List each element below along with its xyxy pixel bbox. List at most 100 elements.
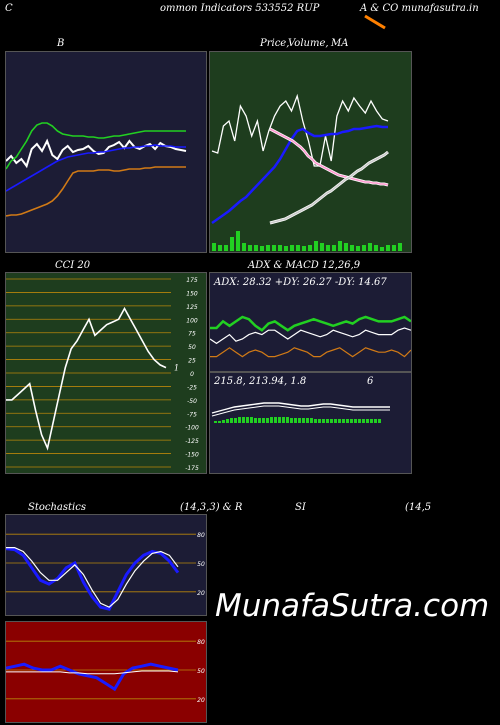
macd-histogram-bar	[366, 419, 369, 423]
macd-histogram-bar	[346, 419, 349, 423]
macd-readout: 215.8, 213.94, 1.8	[214, 376, 307, 387]
macd-histogram-bar	[290, 418, 293, 423]
volume-bar	[374, 245, 378, 251]
title-cci: CCI 20	[55, 260, 91, 271]
macd-histogram-bar	[258, 418, 261, 423]
volume-bar	[296, 245, 300, 251]
rsi-tick-label: 80	[197, 639, 205, 646]
price-ma-ma_pink-line	[269, 128, 389, 186]
volume-bar	[392, 245, 396, 251]
volume-bar	[350, 245, 354, 251]
rsi-panel: 80 50 20	[5, 621, 207, 723]
macd-histogram-bar	[306, 418, 309, 423]
macd-histogram-bar	[218, 421, 221, 423]
price-ma-ma_pink-halo	[269, 127, 389, 187]
adx-readout: ADX: 28.32 +DY: 26.27 -DY: 14.67	[214, 277, 387, 288]
volume-bar	[362, 245, 366, 251]
stoch-tick-label: 20	[197, 590, 205, 597]
cci-tick-label: -175	[185, 465, 199, 472]
macd-histogram-bar	[294, 418, 297, 423]
volume-bar	[320, 243, 324, 251]
rsi-tick-label: 50	[197, 668, 205, 675]
volume-bar	[254, 245, 258, 251]
title-bollinger: B	[57, 38, 65, 49]
macd-histogram-bar	[322, 419, 325, 423]
macd-panel: 215.8, 213.94, 1.8 6	[209, 372, 412, 474]
rsi-smoothed-line	[6, 670, 179, 675]
volume-bar	[230, 237, 234, 251]
volume-bar	[302, 246, 306, 251]
macd-histogram-bar	[262, 418, 265, 423]
title-price: Price,	[260, 38, 290, 49]
adx-adx-line	[210, 315, 411, 332]
header-orange-stroke	[364, 14, 386, 30]
macd-histogram-bar	[302, 418, 305, 423]
volume-bar	[248, 245, 252, 251]
macd-histogram-bar	[254, 418, 257, 423]
adx-minus_di-line	[210, 347, 411, 358]
volume-bar	[290, 245, 294, 251]
macd-histogram-bar	[278, 417, 281, 423]
volume-bar	[326, 245, 330, 251]
volume-bar	[236, 231, 240, 251]
volume-bar	[344, 243, 348, 251]
volume-bar	[242, 243, 246, 251]
cci-tick-label: 25	[188, 358, 196, 365]
title-ma: MA	[331, 38, 349, 49]
bollinger-panel	[5, 51, 207, 253]
macd-histogram-bar	[354, 419, 357, 423]
bollinger-chart	[6, 122, 187, 217]
volume-bar	[218, 245, 222, 251]
cci-tick-label: 125	[186, 304, 198, 311]
rsi-rsi-line	[6, 662, 179, 692]
volume-bar	[398, 243, 402, 251]
macd-histogram-bar	[362, 419, 365, 423]
volume-bar	[266, 245, 270, 251]
macd-histogram-bar	[286, 417, 289, 423]
macd-histogram-bar	[338, 419, 341, 423]
adx-plus_di-line	[210, 327, 411, 345]
volume-bar	[212, 243, 216, 251]
cci-tick-label: -50	[187, 398, 197, 405]
cci-tick-label: -100	[185, 425, 199, 432]
macd-signal-line	[211, 402, 390, 414]
macd-histogram-bar	[242, 417, 245, 423]
macd-histogram-bar	[378, 419, 381, 423]
macd-histogram-bar	[214, 421, 217, 423]
stoch-d-line	[6, 546, 179, 608]
volume-bar	[272, 245, 276, 251]
bollinger-mid-line	[6, 144, 186, 192]
cci-tick-label: -125	[185, 438, 199, 445]
cci-tick-label: 150	[186, 290, 198, 297]
volume-bar	[260, 246, 264, 251]
cci-last-label: 1	[174, 364, 179, 373]
cci-panel: 175 150 125 100 75 50 25 0 -25 -50 -75 -100 -125 -150…	[5, 272, 207, 474]
rsi-chart: 80 50 20	[6, 639, 205, 704]
cci-chart: 175 150 125 100 75 50 25 0 -25 -50 -75 -100 -125 -150…	[6, 277, 199, 472]
volume-bar	[386, 245, 390, 251]
rsi-tick-label: 20	[197, 697, 205, 704]
macd-histogram-bar	[282, 417, 285, 423]
title-stoch-params: (14,3,3) & R	[180, 502, 243, 513]
title-stochastics: Stochastics	[28, 502, 86, 513]
volume-bar	[368, 243, 372, 251]
macd-histogram-bar	[330, 419, 333, 423]
cci-tick-label: -75	[187, 411, 197, 418]
cci-tick-label: 75	[188, 331, 196, 338]
price-ma-panel	[209, 51, 412, 253]
macd-histogram-bar	[226, 419, 229, 423]
volume-bar	[314, 241, 318, 251]
volume-bar	[356, 246, 360, 251]
macd-line	[211, 405, 390, 417]
macd-histogram-bar	[310, 418, 313, 423]
price-ma-ma_long-line	[269, 151, 389, 224]
macd-histogram-bar	[222, 420, 225, 423]
macd-histogram-bar	[234, 418, 237, 423]
bollinger-lower-line	[6, 166, 186, 217]
stoch-tick-label: 50	[197, 561, 205, 568]
title-volume: Volume,	[288, 38, 329, 49]
macd-histogram-bar	[314, 419, 317, 423]
macd-histogram-bar	[370, 419, 373, 423]
adx-panel: ADX: 28.32 +DY: 26.27 -DY: 14.67	[209, 272, 412, 372]
macd-histogram-bar	[350, 419, 353, 423]
